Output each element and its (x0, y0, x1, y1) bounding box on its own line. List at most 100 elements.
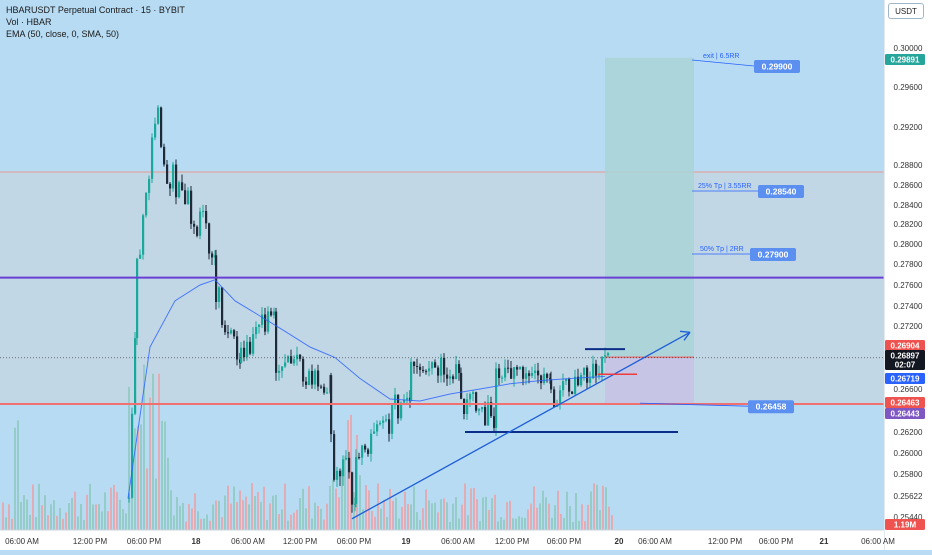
candle-body (342, 459, 345, 477)
volume-bar (68, 503, 70, 530)
volume-bar (275, 494, 277, 530)
candle-body (440, 357, 443, 376)
volume-legend[interactable]: Vol · HBAR (6, 17, 52, 27)
candle-body (290, 356, 293, 364)
volume-bar (383, 499, 385, 530)
candle-body (543, 373, 546, 384)
candle-body (382, 420, 385, 423)
price-badge-label: 02:07 (895, 361, 916, 370)
price-tick: 0.27200 (894, 322, 923, 331)
symbol-title[interactable]: HBARUSDT Perpetual Contract · 15 · BYBIT (6, 5, 185, 15)
candle-body (449, 376, 452, 379)
candle-body (169, 183, 172, 189)
volume-bar (380, 508, 382, 530)
currency-button[interactable]: USDT (888, 3, 924, 19)
volume-bar (173, 515, 175, 530)
volume-bar (569, 506, 571, 530)
volume-bar (581, 504, 583, 530)
candle-body (586, 367, 589, 383)
candle-body (565, 378, 568, 382)
price-badge-label: 0.26897 (891, 352, 920, 361)
candle-body (275, 311, 278, 373)
volume-bar (545, 497, 547, 530)
volume-bar (8, 504, 10, 530)
price-tick: 0.28600 (894, 181, 923, 190)
target-label: 0.29900 (762, 62, 793, 72)
candle-body (148, 178, 151, 193)
volume-bar (158, 373, 160, 530)
volume-bar (242, 500, 244, 530)
candle-body (264, 314, 267, 332)
volume-bar (152, 373, 154, 530)
candle-body (230, 330, 233, 334)
candle-body (358, 457, 361, 459)
candle-body (487, 402, 490, 426)
volume-bar (500, 517, 502, 530)
candle-body (154, 123, 157, 138)
price-badge-label: 0.29891 (891, 56, 920, 65)
volume-bar (134, 428, 136, 530)
candle-body (519, 367, 522, 370)
drawn-lines[interactable] (0, 276, 884, 520)
stop-label: 0.26458 (756, 402, 787, 412)
candle-body (131, 413, 134, 498)
volume-bar (260, 501, 262, 530)
volume-bar (212, 504, 214, 530)
volume-bar (335, 488, 337, 530)
price-badge-label: 0.26443 (891, 410, 920, 419)
candle-body (314, 370, 317, 385)
volume-bar (563, 517, 565, 530)
candle-body (208, 223, 211, 254)
volume-bar (29, 514, 31, 530)
candle-body (431, 362, 434, 369)
candle-body (311, 370, 314, 385)
candle-body (367, 449, 370, 454)
candle-body (273, 311, 276, 316)
candle-body (258, 324, 261, 328)
volume-bar (551, 517, 553, 530)
volume-bar (119, 499, 121, 530)
target-note: exit | 6.5RR (703, 53, 739, 60)
volume-bar (116, 492, 118, 530)
price-tick: 0.29600 (894, 83, 923, 92)
volume-bar (407, 504, 409, 530)
trendline-arrow (679, 330, 691, 341)
volume-bar (509, 500, 511, 530)
ema-legend[interactable]: EMA (50, close, 0, SMA, 50) (6, 29, 120, 39)
volume-bar (182, 502, 184, 530)
candle-body (134, 338, 137, 414)
volume-bar (245, 496, 247, 530)
volume-bar (83, 520, 85, 530)
volume-bar (227, 485, 229, 530)
volume-bar (194, 493, 196, 530)
candle-body (187, 190, 190, 205)
volume-bar (302, 488, 304, 530)
candle-body (227, 332, 230, 334)
time-tick: 06:00 PM (547, 537, 582, 546)
candle-body (455, 364, 458, 380)
candle-body (452, 376, 455, 380)
long-position-tool[interactable] (605, 57, 694, 404)
volume-bar (140, 424, 142, 530)
candle-body (583, 367, 586, 376)
volume-bar (71, 497, 73, 530)
price-axis[interactable]: 0.30000 0.29600 0.29200 0.28800 0.28600 0.284… (883, 0, 932, 550)
candle-body (469, 393, 472, 400)
candle-body (501, 377, 504, 379)
volume-bar (488, 510, 490, 530)
volume-bar (47, 515, 49, 530)
volume-bar (80, 503, 82, 530)
price-badge (885, 373, 925, 384)
candle-body (537, 370, 540, 376)
candle-body (379, 422, 382, 425)
price-tick: 0.28000 (894, 240, 923, 249)
volume-bar (404, 491, 406, 530)
candle-body (255, 327, 258, 335)
candle-body (595, 363, 598, 376)
volume-bar (419, 519, 421, 530)
volume-bar (44, 495, 46, 530)
stop-loss-area (605, 357, 694, 404)
time-axis[interactable]: 06:00 AM 12:00 PM 06:00 PM 18 06:00 AM 12:00 … (0, 529, 895, 550)
